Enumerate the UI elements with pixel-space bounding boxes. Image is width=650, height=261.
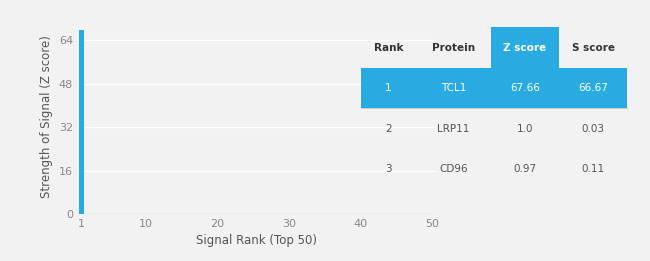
Text: Rank: Rank (374, 43, 403, 53)
Text: 1.0: 1.0 (517, 123, 533, 134)
Text: 2: 2 (385, 123, 392, 134)
Text: 0.03: 0.03 (582, 123, 604, 134)
Bar (79, 30, 84, 214)
Text: LRP11: LRP11 (437, 123, 469, 134)
Text: Protein: Protein (432, 43, 475, 53)
Y-axis label: Strength of Signal (Z score): Strength of Signal (Z score) (40, 35, 53, 198)
Text: 1: 1 (385, 83, 392, 93)
Text: 67.66: 67.66 (510, 83, 540, 93)
Text: 66.67: 66.67 (578, 83, 608, 93)
Text: 0.97: 0.97 (514, 164, 536, 174)
Text: 3: 3 (385, 164, 392, 174)
X-axis label: Signal Rank (Top 50): Signal Rank (Top 50) (196, 234, 317, 247)
Text: TCL1: TCL1 (441, 83, 466, 93)
Text: Z score: Z score (503, 43, 547, 53)
Text: S score: S score (571, 43, 615, 53)
Text: 0.11: 0.11 (582, 164, 604, 174)
Text: CD96: CD96 (439, 164, 468, 174)
